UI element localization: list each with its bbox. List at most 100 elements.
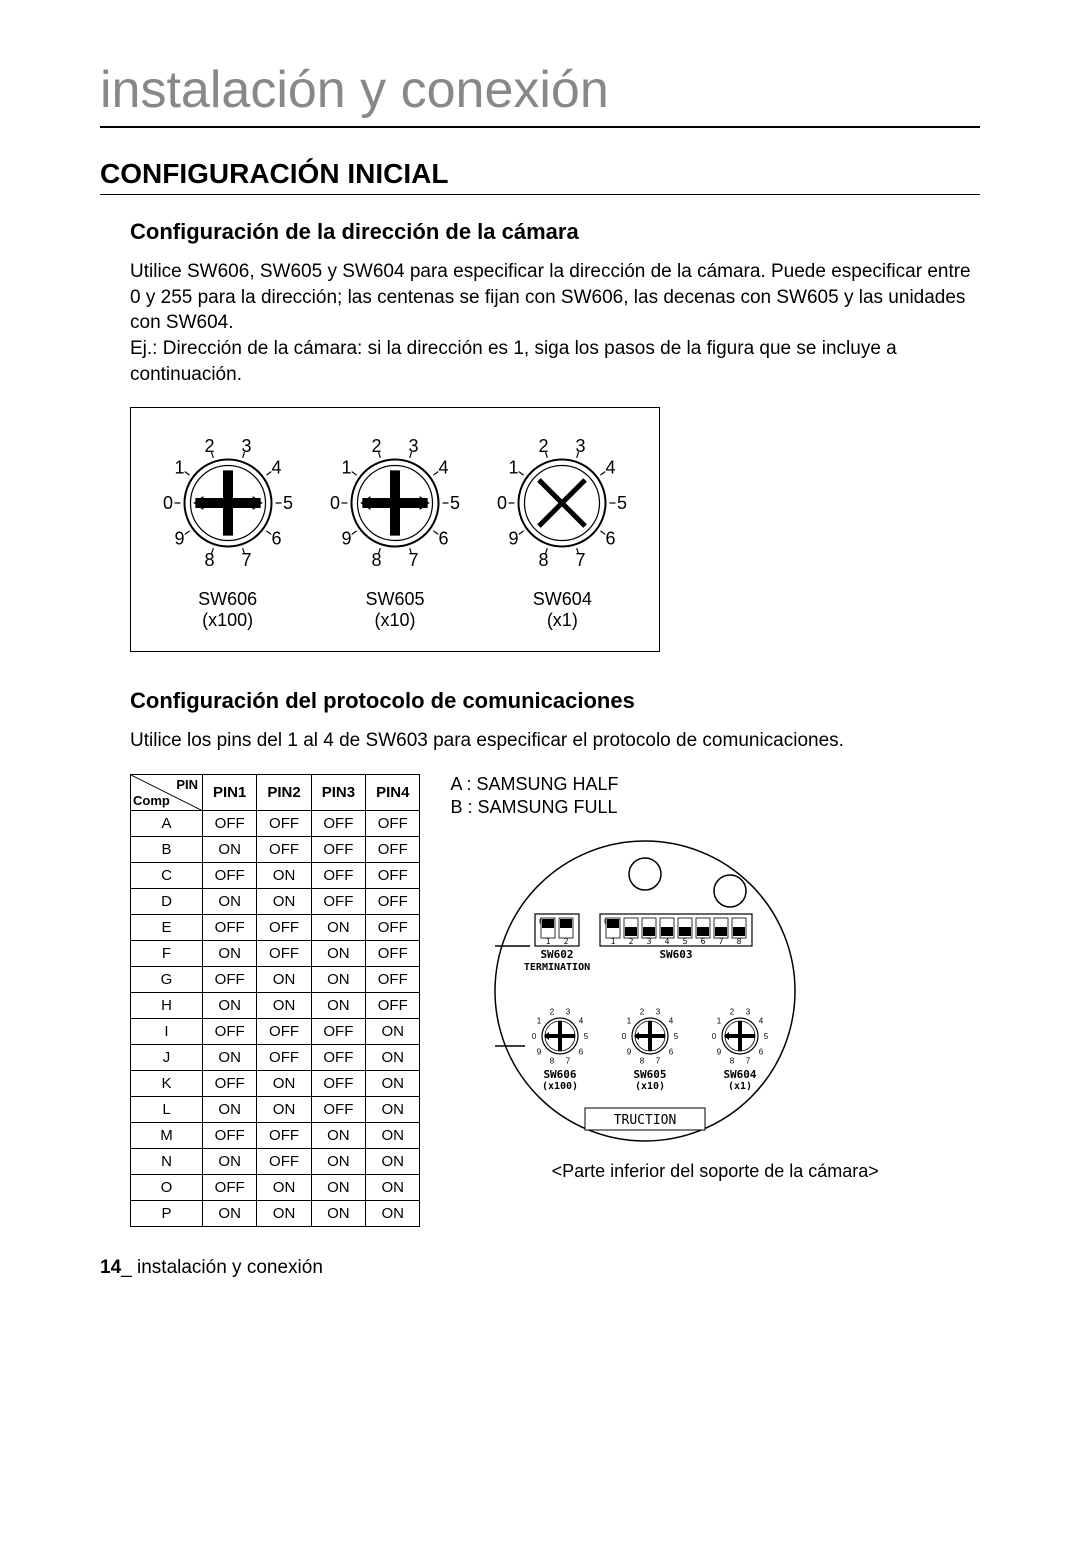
camera-base-diagram: ON12SW602TERMINATION ON12345678SW603 012…	[450, 836, 980, 1151]
svg-text:3: 3	[241, 436, 251, 456]
table-cell: OFF	[203, 914, 257, 940]
svg-text:3: 3	[576, 436, 586, 456]
svg-text:0: 0	[163, 493, 173, 513]
svg-text:3: 3	[746, 1007, 751, 1016]
svg-text:8: 8	[737, 937, 742, 946]
table-cell: ON	[257, 992, 311, 1018]
table-cell: OFF	[257, 914, 311, 940]
table-cell: ON	[311, 940, 365, 966]
table-cell: ON	[257, 1200, 311, 1226]
svg-text:TERMINATION: TERMINATION	[524, 962, 590, 973]
dial-label-name: SW604	[484, 589, 641, 610]
svg-text:7: 7	[566, 1057, 571, 1066]
table-cell: ON	[203, 1096, 257, 1122]
table-cell: ON	[311, 1122, 365, 1148]
table-row: NONOFFONON	[131, 1148, 420, 1174]
table-cell: ON	[203, 888, 257, 914]
table-cell: ON	[366, 1044, 420, 1070]
table-cell: OFF	[366, 966, 420, 992]
table-cell: ON	[257, 1070, 311, 1096]
table-cell: ON	[311, 1174, 365, 1200]
table-cell: OFF	[311, 1018, 365, 1044]
table-cell: OFF	[366, 888, 420, 914]
svg-text:6: 6	[759, 1047, 764, 1056]
svg-text:4: 4	[759, 1017, 764, 1026]
svg-text:4: 4	[606, 458, 616, 478]
svg-text:2: 2	[204, 436, 214, 456]
svg-text:1: 1	[546, 937, 551, 946]
svg-text:6: 6	[439, 528, 449, 548]
svg-text:7: 7	[576, 550, 586, 570]
table-cell: OFF	[311, 1096, 365, 1122]
svg-text:4: 4	[669, 1017, 674, 1026]
svg-text:7: 7	[241, 550, 251, 570]
svg-text:4: 4	[271, 458, 281, 478]
table-cell: ON	[203, 1044, 257, 1070]
rotary-dials-figure: 0123456789SW606(x100)0123456789SW605(x10…	[130, 407, 660, 652]
table-cell: E	[131, 914, 203, 940]
svg-text:7: 7	[746, 1057, 751, 1066]
svg-text:4: 4	[665, 937, 670, 946]
table-cell: ON	[257, 1174, 311, 1200]
table-cell: I	[131, 1018, 203, 1044]
svg-text:5: 5	[764, 1032, 769, 1041]
table-cell: OFF	[311, 1044, 365, 1070]
svg-text:8: 8	[539, 550, 549, 570]
subsection-address-body: Utilice SW606, SW605 y SW604 para especi…	[130, 259, 980, 387]
footer-sep: _	[121, 1257, 132, 1278]
table-cell: OFF	[257, 1044, 311, 1070]
table-row: HONONONOFF	[131, 992, 420, 1018]
table-row: LONONOFFON	[131, 1096, 420, 1122]
table-row: COFFONOFFOFF	[131, 862, 420, 888]
table-cell: OFF	[257, 1148, 311, 1174]
svg-text:0: 0	[622, 1032, 627, 1041]
page-footer: 14_ instalación y conexión	[100, 1257, 980, 1279]
svg-text:7: 7	[409, 550, 419, 570]
table-cell: ON	[203, 1200, 257, 1226]
svg-text:8: 8	[640, 1057, 645, 1066]
table-cell: N	[131, 1148, 203, 1174]
rotary-dial-sw604: 0123456789SW604(x1)	[484, 428, 641, 631]
protocol-legend-b: B : SAMSUNG FULL	[450, 797, 980, 818]
table-cell: OFF	[257, 1122, 311, 1148]
table-cell: ON	[257, 966, 311, 992]
table-cell: ON	[366, 1200, 420, 1226]
truction-label: TRUCTION	[614, 1113, 677, 1128]
svg-text:0: 0	[712, 1032, 717, 1041]
diagram-caption: <Parte inferior del soporte de la cámara…	[450, 1161, 980, 1182]
dial-label-name: SW606	[149, 589, 306, 610]
page-number: 14	[100, 1257, 121, 1278]
section-title: CONFIGURACIÓN INICIAL	[100, 158, 980, 195]
table-cell: G	[131, 966, 203, 992]
table-cell: OFF	[257, 836, 311, 862]
svg-text:1: 1	[174, 458, 184, 478]
table-row: GOFFONONOFF	[131, 966, 420, 992]
dial-label-mult: (x100)	[149, 610, 306, 631]
table-cell: ON	[311, 1148, 365, 1174]
table-cell: OFF	[366, 836, 420, 862]
svg-text:6: 6	[606, 528, 616, 548]
svg-text:(x100): (x100)	[542, 1081, 578, 1092]
rotary-dial-sw605: 0123456789SW605(x10)	[316, 428, 473, 631]
table-cell: OFF	[311, 862, 365, 888]
svg-text:6: 6	[579, 1047, 584, 1056]
svg-text:2: 2	[539, 436, 549, 456]
svg-text:3: 3	[566, 1007, 571, 1016]
table-cell: ON	[366, 1070, 420, 1096]
table-row: PONONONON	[131, 1200, 420, 1226]
table-cell: B	[131, 836, 203, 862]
table-cell: ON	[311, 1200, 365, 1226]
svg-text:1: 1	[627, 1017, 632, 1026]
table-cell: ON	[366, 1122, 420, 1148]
svg-text:1: 1	[611, 937, 616, 946]
table-cell: OFF	[311, 836, 365, 862]
table-cell: C	[131, 862, 203, 888]
table-cell: OFF	[257, 1018, 311, 1044]
subsection-address-title: Configuración de la dirección de la cáma…	[130, 219, 980, 245]
table-cell: OFF	[203, 1018, 257, 1044]
svg-text:5: 5	[584, 1032, 589, 1041]
svg-text:1: 1	[341, 458, 351, 478]
svg-text:9: 9	[627, 1047, 632, 1056]
svg-text:5: 5	[450, 493, 460, 513]
svg-text:3: 3	[656, 1007, 661, 1016]
